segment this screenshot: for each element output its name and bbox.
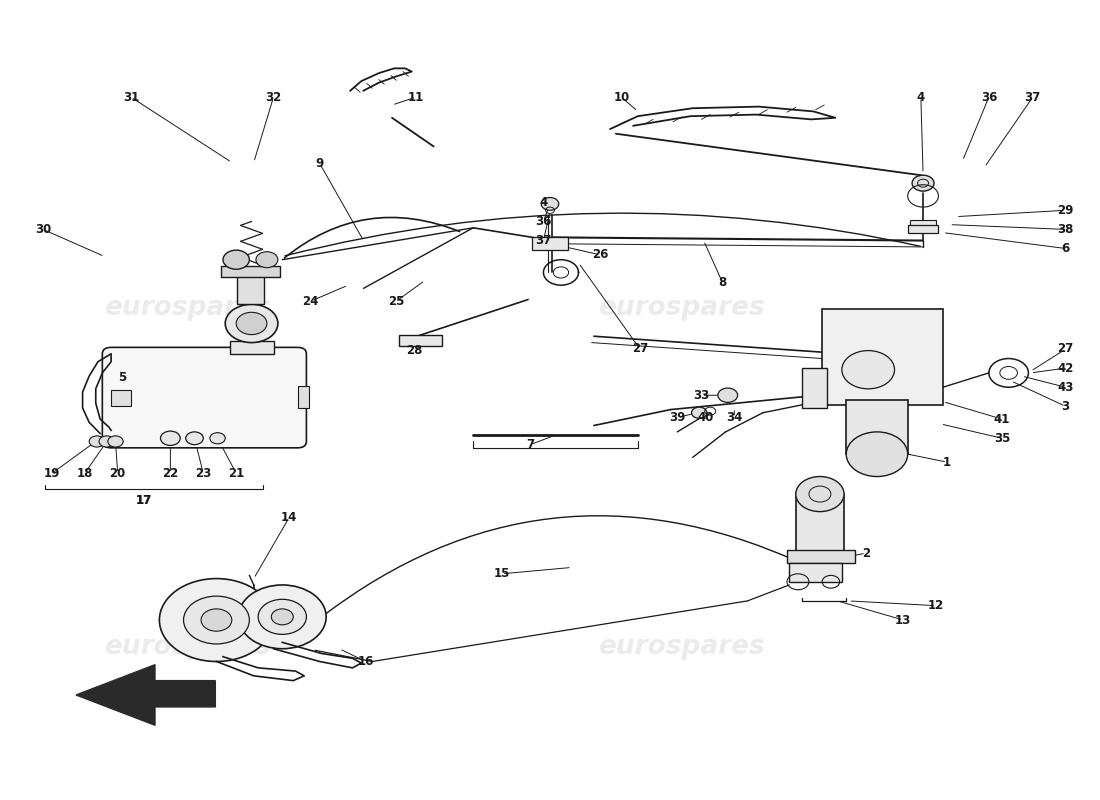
Polygon shape [76,665,216,726]
Text: 8: 8 [718,275,726,289]
Text: 12: 12 [928,599,944,612]
Text: 37: 37 [1025,90,1041,103]
Circle shape [795,477,844,512]
Bar [789,562,842,582]
Text: 37: 37 [536,234,551,247]
Text: 21: 21 [228,467,244,480]
Text: 23: 23 [195,467,211,480]
FancyBboxPatch shape [102,347,307,448]
Text: 20: 20 [110,467,125,480]
Text: 31: 31 [123,90,139,103]
Text: eurospares: eurospares [598,634,764,660]
Text: 11: 11 [408,90,425,103]
Circle shape [226,304,278,342]
Text: 4: 4 [916,90,925,103]
Circle shape [201,609,232,631]
Text: 40: 40 [697,411,714,424]
Text: eurospares: eurospares [104,295,272,322]
Text: 38: 38 [1057,223,1074,236]
Text: 7: 7 [526,438,535,451]
Bar [822,309,943,405]
Circle shape [272,609,294,625]
Circle shape [258,599,307,634]
Text: 43: 43 [1057,381,1074,394]
Circle shape [210,433,225,444]
Circle shape [912,175,934,191]
Text: 18: 18 [77,467,94,480]
Text: 33: 33 [693,389,710,402]
Text: 4: 4 [539,196,548,209]
Text: 15: 15 [494,567,510,580]
Circle shape [160,578,274,662]
Text: 17: 17 [136,494,152,507]
Circle shape [223,250,250,270]
Text: 6: 6 [1062,242,1070,255]
Circle shape [256,252,278,268]
Text: 28: 28 [406,344,422,357]
Text: 27: 27 [631,342,648,355]
Text: 16: 16 [358,655,374,668]
Text: 19: 19 [44,467,60,480]
Bar [802,368,826,408]
Circle shape [541,198,559,210]
Bar [230,341,274,354]
Bar [786,550,855,562]
Circle shape [89,436,104,447]
Text: 5: 5 [118,371,127,384]
Text: 26: 26 [592,249,608,262]
Text: 36: 36 [536,215,551,228]
Circle shape [846,432,907,477]
Bar [111,354,298,442]
Bar [910,220,936,226]
Circle shape [236,312,267,334]
Bar [238,274,264,304]
Text: 42: 42 [1057,362,1074,374]
Bar [846,400,907,454]
Bar [795,494,844,558]
Text: 17: 17 [136,494,152,507]
Text: 25: 25 [388,294,405,308]
Circle shape [239,585,327,649]
Text: 32: 32 [265,90,282,103]
Text: 22: 22 [162,467,178,480]
Bar [532,238,568,250]
Circle shape [161,431,180,446]
Circle shape [184,596,250,644]
Text: 35: 35 [994,432,1010,445]
Circle shape [842,350,894,389]
Text: 2: 2 [862,546,870,559]
Circle shape [186,432,204,445]
Text: 14: 14 [280,511,297,525]
Text: eurospares: eurospares [104,634,272,660]
Text: 10: 10 [613,90,629,103]
Text: 3: 3 [1062,400,1070,413]
Bar [908,225,938,233]
Bar [221,266,280,278]
Bar [298,386,309,408]
Text: 24: 24 [302,294,319,308]
Text: 27: 27 [1057,342,1074,355]
Text: 13: 13 [895,614,912,626]
Text: 9: 9 [316,157,323,170]
Circle shape [718,388,738,402]
Circle shape [99,436,114,447]
Text: 41: 41 [994,413,1010,426]
Text: 34: 34 [726,411,742,424]
Text: 1: 1 [943,456,951,469]
Text: 30: 30 [35,223,52,236]
Circle shape [108,436,123,447]
Circle shape [692,407,707,418]
Text: 36: 36 [981,90,997,103]
Text: 29: 29 [1057,204,1074,217]
Text: eurospares: eurospares [598,295,764,322]
Text: 39: 39 [669,411,685,424]
Bar [111,390,131,406]
Bar [398,334,442,346]
